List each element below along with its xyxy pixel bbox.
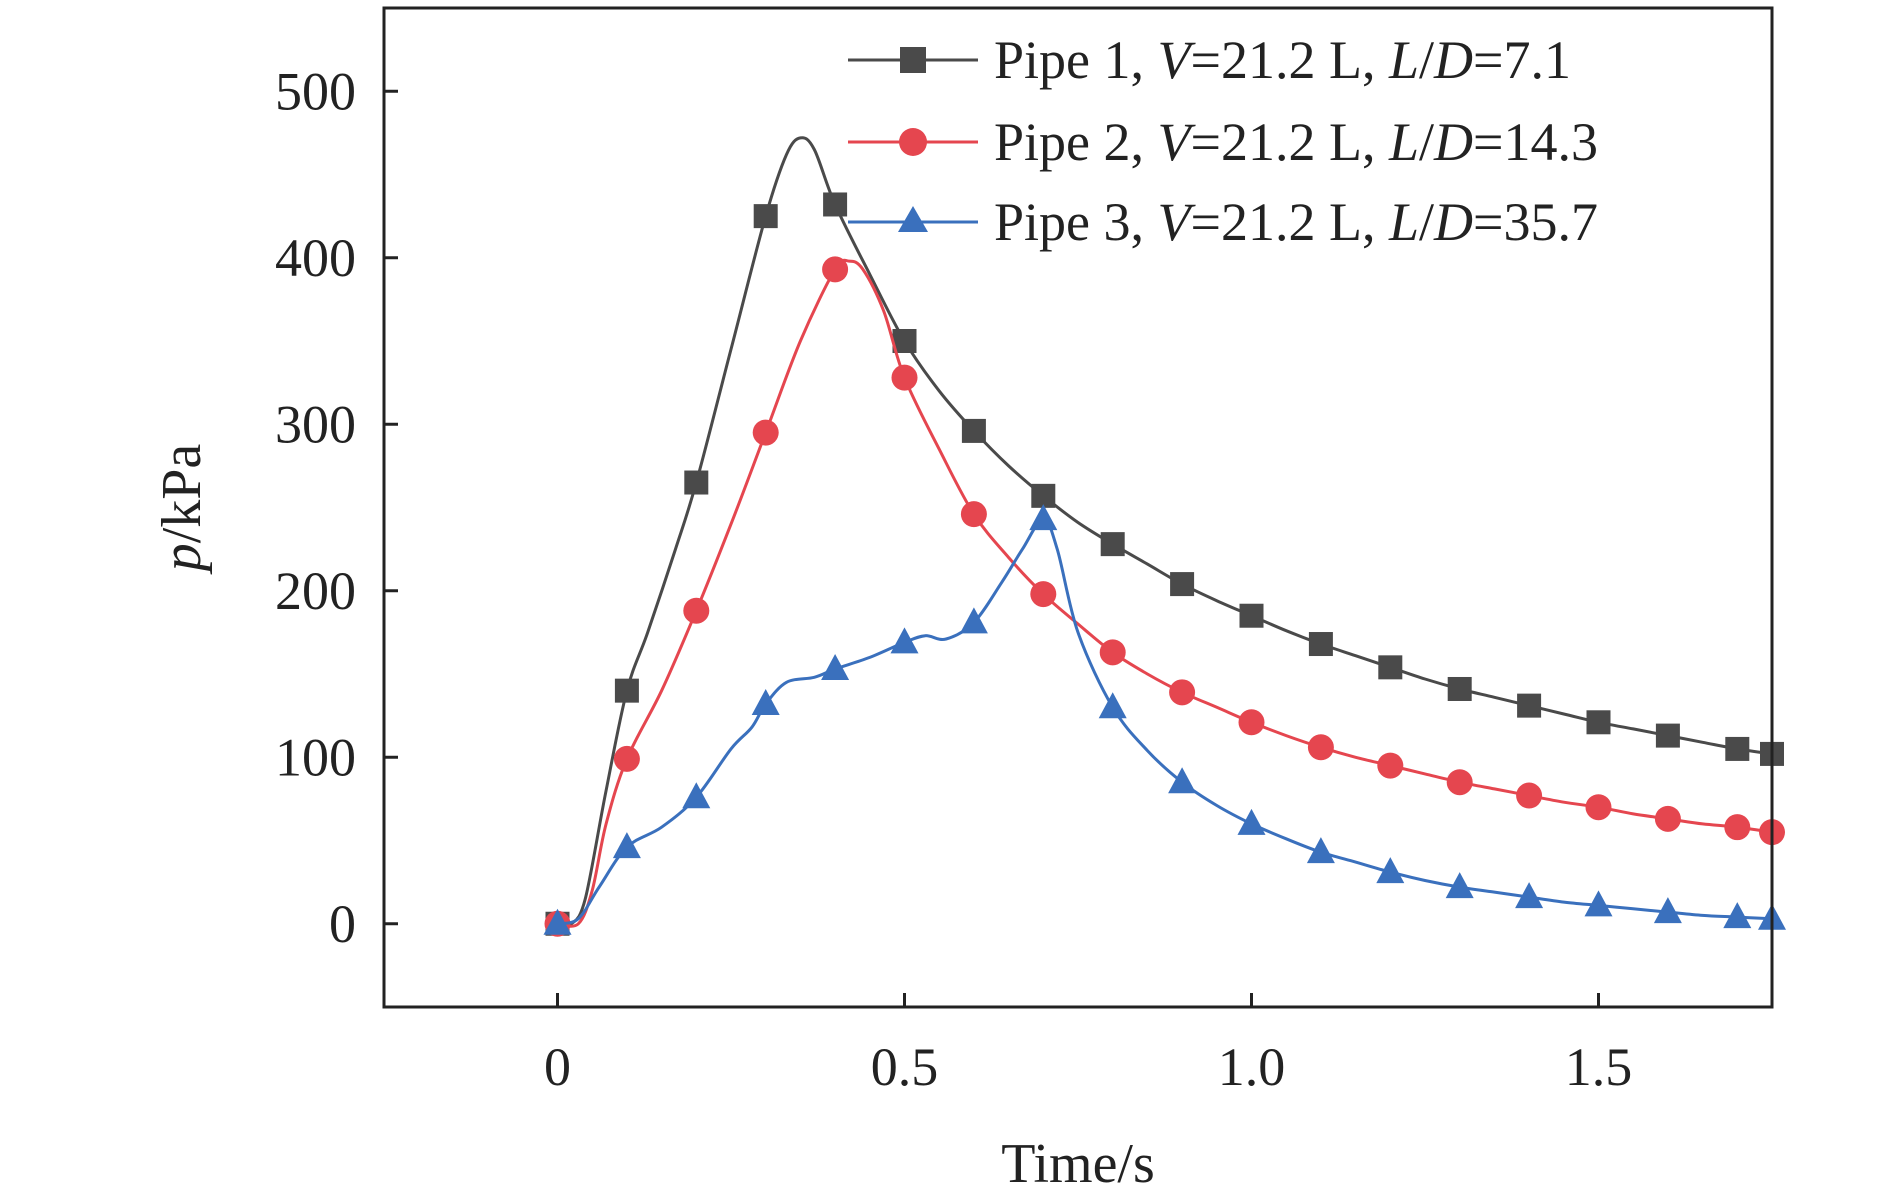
data-point-pipe-2 bbox=[1307, 734, 1334, 761]
data-point-pipe-2 bbox=[752, 419, 779, 446]
data-point-pipe-1 bbox=[1100, 532, 1125, 557]
data-point-pipe-1 bbox=[1725, 736, 1750, 761]
data-point-pipe-3 bbox=[890, 627, 919, 654]
series-pipe-1 bbox=[545, 136, 1784, 936]
legend-label-pipe-1: Pipe 1, V=21.2 L, L/D=7.1 bbox=[994, 30, 1571, 90]
series-line-pipe-2 bbox=[557, 258, 1773, 928]
data-point-pipe-3 bbox=[1168, 767, 1197, 794]
data-point-pipe-1 bbox=[1378, 655, 1403, 680]
data-point-pipe-3 bbox=[1445, 872, 1474, 899]
data-point-pipe-1 bbox=[1655, 723, 1680, 748]
data-point-pipe-1 bbox=[1517, 693, 1542, 718]
data-point-pipe-3 bbox=[1584, 890, 1613, 917]
x-axis-title: Time/s bbox=[1001, 1133, 1155, 1191]
data-point-pipe-1 bbox=[1170, 572, 1195, 597]
data-point-pipe-1 bbox=[1308, 632, 1333, 657]
data-point-pipe-3 bbox=[682, 782, 711, 809]
data-point-pipe-1 bbox=[614, 678, 639, 703]
legend-label-pipe-2: Pipe 2, V=21.2 L, L/D=14.3 bbox=[994, 112, 1598, 172]
y-tick-label: 100 bbox=[275, 727, 356, 787]
data-point-pipe-2 bbox=[1238, 709, 1265, 736]
data-point-pipe-2 bbox=[1169, 679, 1196, 706]
data-point-pipe-3 bbox=[1723, 902, 1752, 929]
legend-marker-pipe-3 bbox=[898, 206, 928, 232]
data-point-pipe-3 bbox=[1376, 857, 1405, 884]
data-point-pipe-3 bbox=[821, 654, 850, 681]
series-layer bbox=[543, 136, 1786, 937]
y-tick-label: 200 bbox=[275, 561, 356, 621]
y-axis-unit: /kPa bbox=[151, 444, 213, 544]
data-point-pipe-3 bbox=[959, 607, 988, 634]
data-point-pipe-2 bbox=[683, 597, 710, 624]
data-point-pipe-1 bbox=[684, 470, 709, 495]
data-point-pipe-2 bbox=[1099, 639, 1126, 666]
axis-layer: 0 0.5 1.0 1.5 0 100 200 300 400 500 bbox=[275, 61, 1632, 1097]
x-tick-label: 1.5 bbox=[1565, 1037, 1633, 1097]
plot-frame bbox=[382, 6, 1774, 1009]
legend-marker-pipe-2 bbox=[899, 128, 927, 156]
data-point-pipe-2 bbox=[891, 364, 918, 391]
y-tick-label: 300 bbox=[275, 394, 356, 454]
data-point-pipe-1 bbox=[1586, 710, 1611, 735]
data-point-pipe-1 bbox=[753, 204, 778, 229]
data-point-pipe-3 bbox=[1653, 897, 1682, 924]
x-tick-label: 0 bbox=[544, 1037, 571, 1097]
data-point-pipe-3 bbox=[1098, 692, 1127, 719]
data-point-pipe-3 bbox=[1237, 808, 1266, 835]
legend: Pipe 1, V=21.2 L, L/D=7.1 Pipe 2, V=21.2… bbox=[848, 30, 1598, 252]
data-point-pipe-2 bbox=[822, 256, 849, 283]
x-tick-label: 0.5 bbox=[871, 1037, 939, 1097]
series-pipe-3 bbox=[543, 504, 1786, 935]
y-tick-label: 500 bbox=[275, 61, 356, 121]
legend-label-pipe-3: Pipe 3, V=21.2 L, L/D=35.7 bbox=[994, 192, 1598, 252]
data-point-pipe-3 bbox=[543, 908, 572, 935]
data-point-pipe-2 bbox=[1724, 814, 1751, 841]
data-point-pipe-3 bbox=[612, 832, 641, 859]
data-point-pipe-2 bbox=[1654, 805, 1681, 832]
data-point-pipe-1 bbox=[1239, 603, 1264, 628]
x-tick-label: 1.0 bbox=[1218, 1037, 1286, 1097]
legend-entry-pipe-3: Pipe 3, V=21.2 L, L/D=35.7 bbox=[848, 192, 1598, 252]
data-point-pipe-3 bbox=[1029, 504, 1058, 531]
y-tick-label: 400 bbox=[275, 228, 356, 288]
data-point-pipe-3 bbox=[1306, 837, 1335, 864]
data-point-pipe-2 bbox=[1516, 782, 1543, 809]
data-point-pipe-2 bbox=[613, 745, 640, 772]
series-pipe-2 bbox=[544, 256, 1785, 937]
y-axis-variable: p bbox=[151, 543, 213, 575]
data-point-pipe-3 bbox=[1515, 882, 1544, 909]
data-point-pipe-2 bbox=[960, 501, 987, 528]
data-point-pipe-2 bbox=[1585, 794, 1612, 821]
data-point-pipe-2 bbox=[1030, 581, 1057, 608]
legend-entry-pipe-2: Pipe 2, V=21.2 L, L/D=14.3 bbox=[848, 112, 1598, 172]
data-point-pipe-3 bbox=[751, 688, 780, 715]
y-axis-title: p/kPa bbox=[151, 444, 213, 576]
data-point-pipe-2 bbox=[1446, 769, 1473, 796]
legend-entry-pipe-1: Pipe 1, V=21.2 L, L/D=7.1 bbox=[848, 30, 1571, 90]
data-point-pipe-1 bbox=[1447, 676, 1472, 701]
data-point-pipe-2 bbox=[1377, 752, 1404, 779]
data-point-pipe-1 bbox=[823, 192, 848, 217]
y-tick-label: 0 bbox=[329, 894, 356, 954]
data-point-pipe-1 bbox=[961, 418, 986, 443]
legend-marker-pipe-1 bbox=[900, 47, 926, 73]
data-point-pipe-1 bbox=[1031, 483, 1056, 508]
